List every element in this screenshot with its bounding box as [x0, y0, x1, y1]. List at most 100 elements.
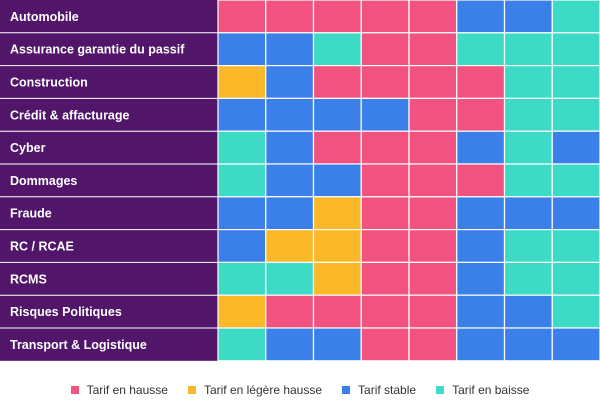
- heatmap-cell: [265, 0, 315, 34]
- legend-label-legere-hausse: Tarif en légère hausse: [203, 383, 323, 397]
- heatmap-cell: [503, 163, 553, 198]
- heatmap-cell: [551, 294, 600, 329]
- row-label: Transport & Logistique: [10, 338, 147, 352]
- heatmap-cell: [265, 32, 315, 67]
- heatmap-cell: [408, 64, 458, 99]
- heatmap-cell: [312, 261, 362, 296]
- legend-swatch-baisse: [436, 386, 445, 394]
- heatmap-cell: [551, 261, 600, 296]
- chart-legend: Tarif en hausse Tarif en légère hausse T…: [0, 380, 600, 400]
- heatmap-cell: [217, 163, 267, 198]
- legend-swatch-legere-hausse: [187, 386, 196, 394]
- heatmap-cell: [312, 130, 362, 165]
- heatmap-cell: [408, 229, 458, 264]
- row-label: RCMS: [10, 272, 47, 286]
- heatmap-cell: [360, 196, 410, 231]
- heatmap-cell: [408, 0, 458, 34]
- heatmap-cell: [312, 0, 362, 34]
- row-label: Construction: [10, 76, 88, 90]
- heatmap-cell: [360, 294, 410, 329]
- heatmap-cell: [551, 0, 600, 34]
- legend-label-hausse: Tarif en hausse: [86, 383, 168, 397]
- heatmap-cell: [456, 32, 506, 67]
- heatmap-cell: [503, 294, 553, 329]
- heatmap-cell: [503, 261, 553, 296]
- heatmap-cell: [217, 229, 267, 264]
- legend-swatch-hausse: [70, 386, 79, 394]
- heatmap-cell: [217, 130, 267, 165]
- heatmap-cell: [456, 327, 506, 362]
- heatmap-cell: [265, 261, 315, 296]
- heatmap-cell: [503, 196, 553, 231]
- heatmap-cell: [456, 196, 506, 231]
- heatmap-cell: [360, 163, 410, 198]
- heatmap-cell: [456, 261, 506, 296]
- heatmap-cell: [265, 130, 315, 165]
- heatmap-chart: Automobile Assurance garantie du passif Co…: [0, 0, 600, 362]
- heatmap-cell: [312, 327, 362, 362]
- heatmap-cell: [312, 294, 362, 329]
- row-label: Automobile: [10, 10, 79, 24]
- heatmap-cell: [217, 327, 267, 362]
- heatmap-cell: [312, 196, 362, 231]
- heatmap-cell: [408, 130, 458, 165]
- heatmap-cell: [265, 294, 315, 329]
- heatmap-cell: [503, 229, 553, 264]
- heatmap-cell: [265, 327, 315, 362]
- heatmap-cell: [312, 97, 362, 132]
- heatmap-cell: [360, 130, 410, 165]
- heatmap-cell: [312, 229, 362, 264]
- row-label: Risques Politiques: [10, 305, 122, 319]
- heatmap-cell: [456, 229, 506, 264]
- heatmap-cell: [408, 327, 458, 362]
- heatmap-cell: [503, 32, 553, 67]
- heatmap-cell: [312, 163, 362, 198]
- legend-swatch-stable: [342, 386, 351, 394]
- heatmap-cell: [551, 97, 600, 132]
- heatmap-cell: [265, 97, 315, 132]
- heatmap-cell: [217, 294, 267, 329]
- heatmap-cell: [551, 163, 600, 198]
- heatmap-cell: [551, 327, 600, 362]
- heatmap-cell: [217, 32, 267, 67]
- heatmap-cell: [217, 261, 267, 296]
- heatmap-cell: [551, 32, 600, 67]
- heatmap-cell: [503, 64, 553, 99]
- heatmap-cell: [408, 163, 458, 198]
- row-label: RC / RCAE: [10, 240, 74, 254]
- heatmap-cell: [360, 64, 410, 99]
- heatmap-cell: [312, 32, 362, 67]
- heatmap-cell: [217, 0, 267, 34]
- heatmap-cell: [265, 163, 315, 198]
- heatmap-cell: [503, 97, 553, 132]
- heatmap-cell: [551, 229, 600, 264]
- row-label: Cyber: [10, 141, 46, 155]
- heatmap-cell: [312, 64, 362, 99]
- heatmap-cell: [217, 64, 267, 99]
- heatmap-cell: [408, 261, 458, 296]
- heatmap-cell: [551, 64, 600, 99]
- heatmap-cell: [265, 229, 315, 264]
- heatmap-cell: [503, 130, 553, 165]
- legend-item-stable: Tarif stable: [342, 383, 416, 397]
- heatmap-cell: [456, 64, 506, 99]
- heatmap-cell: [360, 261, 410, 296]
- row-label: Crédit & affacturage: [10, 108, 130, 122]
- heatmap-cell: [408, 196, 458, 231]
- heatmap-cell: [551, 196, 600, 231]
- heatmap-cell: [503, 0, 553, 34]
- legend-item-legere-hausse: Tarif en légère hausse: [187, 383, 323, 397]
- heatmap-cell: [408, 32, 458, 67]
- heatmap-cell: [503, 327, 553, 362]
- heatmap-cell: [456, 97, 506, 132]
- heatmap-cell: [551, 130, 600, 165]
- heatmap-cell: [265, 196, 315, 231]
- heatmap-cell: [456, 163, 506, 198]
- heatmap-cell: [265, 64, 315, 99]
- legend-item-baisse: Tarif en baisse: [436, 383, 529, 397]
- row-label-column: [0, 0, 218, 361]
- heatmap-cell: [408, 294, 458, 329]
- heatmap-cell: [360, 0, 410, 34]
- legend-label-stable: Tarif stable: [358, 383, 417, 397]
- heatmap-cell: [408, 97, 458, 132]
